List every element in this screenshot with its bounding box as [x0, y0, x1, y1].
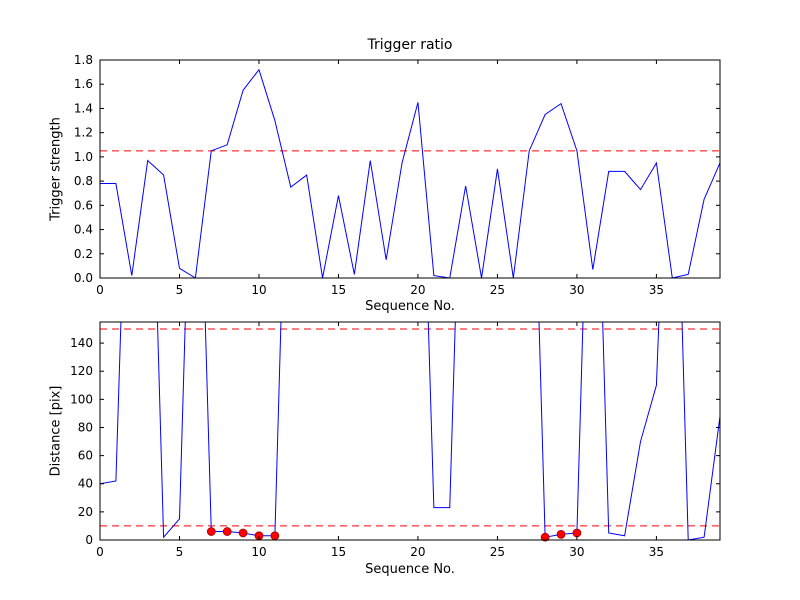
x-tick-label: 30: [569, 283, 584, 297]
y-tick-label: 0: [85, 533, 93, 547]
x-tick-label: 25: [490, 283, 505, 297]
x-tick-label: 20: [410, 283, 425, 297]
top-xaxis-label: Sequence No.: [365, 299, 455, 314]
trigger-events-marker: [238, 528, 248, 538]
y-tick-label: 140: [70, 336, 93, 350]
x-tick-label: 0: [96, 283, 104, 297]
y-tick-label: 60: [78, 449, 93, 463]
trigger-events-marker: [222, 527, 232, 536]
y-tick-label: 1.6: [74, 77, 93, 91]
x-tick-label: 0: [96, 545, 104, 559]
y-tick-label: 20: [78, 505, 93, 519]
y-tick-label: 1.8: [74, 53, 93, 67]
y-tick-label: 80: [78, 420, 93, 434]
y-tick-label: 0.2: [74, 247, 93, 261]
chart-title: Trigger ratio: [367, 37, 453, 53]
trigger-events-marker: [540, 532, 550, 542]
x-tick-label: 20: [410, 545, 425, 559]
trigger-events-marker: [206, 527, 216, 536]
distance-line: [100, 322, 720, 540]
bottom-xaxis-label: Sequence No.: [365, 562, 455, 577]
subplot-1: 0 5 10 15 20 25 30 35 0 20 40 60 80 100 120 140: [70, 321, 721, 559]
trigger-events-marker: [572, 528, 582, 538]
y-tick-label: 1.0: [74, 150, 93, 164]
x-tick-label: 15: [331, 545, 346, 559]
x-tick-label: 15: [331, 283, 346, 297]
trigger-strength-line: [100, 68, 720, 278]
y-tick-label: 0.4: [74, 223, 93, 237]
y-tick-label: 0.8: [74, 174, 93, 188]
y-tick-label: 120: [70, 364, 93, 378]
y-tick-label: 0.0: [74, 271, 93, 285]
x-tick-label: 10: [251, 283, 266, 297]
x-tick-label: 5: [176, 283, 184, 297]
y-tick-label: 1.4: [74, 101, 93, 115]
y-tick-label: 1.2: [74, 126, 93, 140]
axes-frame: [99, 59, 721, 279]
x-tick-label: 35: [649, 283, 664, 297]
y-tick-label: 40: [78, 477, 93, 491]
subplot-0: 0 5 10 15 20 25 30 35 0.0 0.2 0.4 0.6 0.8 1.0 1.2 1.4 1.…: [74, 53, 721, 297]
y-tick-label: 100: [70, 392, 93, 406]
x-tick-label: 30: [569, 545, 584, 559]
x-tick-label: 10: [251, 545, 266, 559]
x-tick-label: 5: [176, 545, 184, 559]
y-tick-label: 0.6: [74, 198, 93, 212]
x-tick-label: 35: [649, 545, 664, 559]
x-tick-label: 25: [490, 545, 505, 559]
top-yaxis-label: Trigger strength: [48, 117, 64, 221]
axes-frame: [99, 321, 721, 541]
trigger-events-marker: [270, 531, 280, 541]
trigger-events-marker: [556, 529, 566, 539]
bottom-yaxis-label: Distance [pix]: [48, 385, 64, 477]
